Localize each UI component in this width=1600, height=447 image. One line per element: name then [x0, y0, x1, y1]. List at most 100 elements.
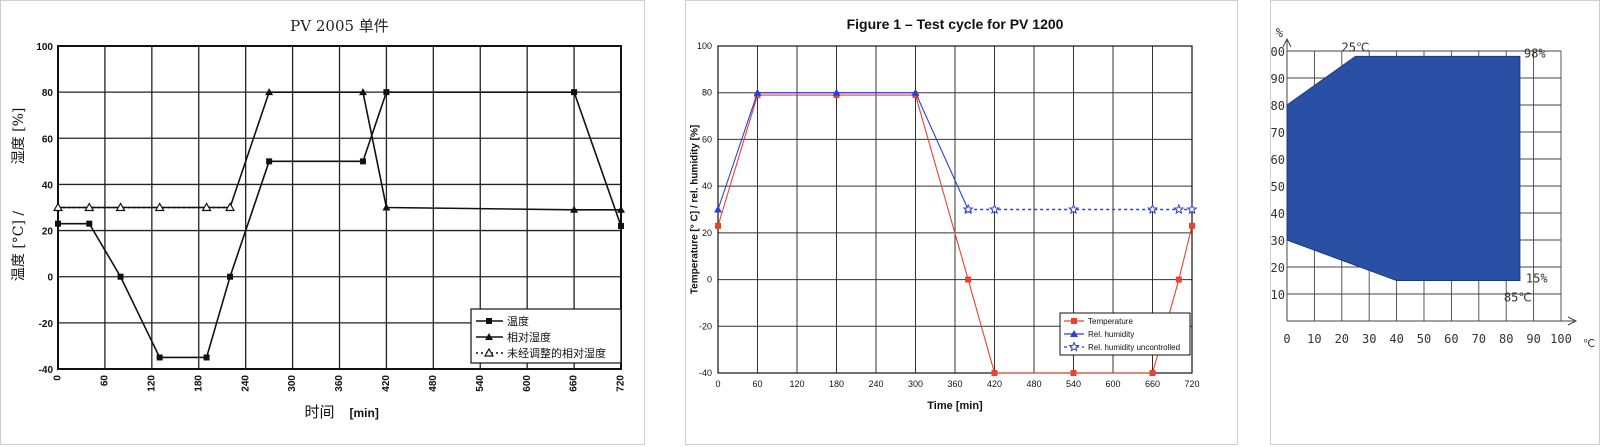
data-point-2 [115, 202, 126, 212]
x-tick-label: 20 [1335, 332, 1349, 346]
y-tick-label: 0 [707, 275, 712, 285]
chart-climate-envelope: 0 10 20 30 40 50 60 70 80 90 100 10 20 30 40 50 60 70 80 90… [1271, 26, 1595, 350]
y-tick-label: 80 [42, 88, 54, 99]
x-axis-arrow [1567, 316, 1578, 326]
data-point-0 [1070, 370, 1077, 376]
x-tick-label: 120 [146, 375, 157, 392]
legend-swatch-marker [486, 318, 492, 324]
y-axis-label: % [1276, 26, 1284, 40]
data-point-0 [266, 158, 273, 165]
legend-label: Rel. humidity uncontrolled [1088, 343, 1180, 352]
y-tick-label: 100 [36, 42, 53, 53]
data-point-2 [1186, 203, 1198, 215]
legend-box [470, 308, 622, 364]
x-tick-label: 90 [1526, 332, 1540, 346]
series-line-1 [717, 92, 969, 210]
y-axis-label-top: 湿度 [%] [11, 108, 27, 165]
x-tick-label: 80 [1499, 332, 1513, 346]
data-point-0 [618, 222, 624, 229]
x-tick-label: 60 [100, 375, 111, 387]
data-point-0 [1189, 222, 1195, 229]
y-tick-label: 60 [702, 134, 712, 144]
data-point-0 [715, 222, 721, 229]
x-axis-unit: [min] [350, 406, 379, 420]
y-tick-label: 10 [1271, 288, 1285, 302]
x-tick-label: 420 [381, 375, 392, 392]
data-point-1 [832, 88, 841, 96]
x-tick-label: 60 [1444, 332, 1458, 346]
data-point-1 [382, 203, 391, 211]
y-tick-label: 100 [697, 41, 712, 51]
y-tick-label: -20 [699, 321, 712, 331]
data-point-0 [383, 89, 390, 96]
x-tick-label: 540 [1066, 379, 1081, 389]
x-axis-label: 时间 [304, 403, 334, 421]
legend-label: 温度 [507, 314, 529, 328]
annotation-15pct: 15% [1526, 272, 1548, 286]
data-point-0 [571, 89, 578, 96]
x-tick-label: 720 [616, 375, 627, 392]
data-point-1 [617, 205, 625, 213]
y-tick-label: 20 [1271, 261, 1285, 275]
y-axis-label: Temperature [° C] / rel. humidity [%] [689, 125, 700, 294]
data-point-1 [714, 205, 722, 213]
legend-label: 未经调整的相对湿度 [507, 346, 606, 360]
y-tick-label: 30 [1271, 234, 1285, 248]
climate-region [1286, 55, 1521, 281]
data-point-0 [991, 370, 998, 376]
y-tick-label: 40 [702, 181, 712, 191]
legend-label: 相对湿度 [507, 330, 551, 344]
x-tick-label: 660 [569, 375, 580, 392]
x-tick-label: 0 [53, 375, 64, 381]
data-point-2 [154, 202, 165, 212]
data-point-2 [84, 202, 95, 212]
x-tick-label: 720 [1184, 379, 1199, 389]
x-tick-label: 360 [334, 375, 345, 392]
x-tick-label: 240 [868, 379, 883, 389]
data-point-2 [201, 202, 212, 212]
data-point-1 [265, 88, 274, 96]
data-point-2 [1067, 203, 1080, 215]
y-tick-label: 40 [1271, 207, 1285, 221]
x-tick-label: 600 [522, 375, 533, 392]
x-tick-label: 0 [1283, 332, 1290, 346]
chart-title: PV 2005 单件 [290, 17, 389, 35]
x-tick-label: 180 [829, 379, 844, 389]
x-tick-label: 660 [1145, 379, 1160, 389]
legend-swatch-marker [1071, 318, 1077, 324]
data-point-0 [156, 354, 163, 361]
y-tick-label: -40 [699, 368, 712, 378]
annotation-85c: 85℃ [1504, 291, 1532, 305]
annotation-25c: 25℃ [1342, 40, 1370, 54]
chart-climate-panel: 0 10 20 30 40 50 60 70 80 90 100 10 20 30 40 50 60 70 80 90… [1270, 0, 1600, 445]
y-tick-label: 60 [42, 134, 54, 145]
legend-label: Temperature [1088, 317, 1133, 326]
x-tick-label: 40 [1389, 332, 1403, 346]
y-axis-arrow [1282, 37, 1292, 48]
data-point-2 [1146, 203, 1159, 215]
chart-title: Figure 1 – Test cycle for PV 1200 [847, 16, 1064, 32]
data-point-0 [55, 220, 61, 227]
x-tick-label: 480 [1026, 379, 1041, 389]
y-tick-label: 50 [1271, 180, 1285, 194]
x-tick-label: 50 [1417, 332, 1431, 346]
x-axis-label: Time [min] [927, 400, 983, 412]
chart-pv1200: Figure 1 – Test cycle for PV 1200 0 60 120 1… [689, 16, 1199, 412]
data-point-1 [570, 205, 579, 213]
legend-swatch-marker [1068, 341, 1080, 352]
data-point-2 [224, 202, 236, 212]
data-point-2 [1173, 203, 1185, 215]
x-tick-label: 240 [240, 375, 251, 392]
y-tick-label: -40 [39, 365, 54, 376]
y-tick-label: 80 [1271, 99, 1285, 113]
data-point-0 [1175, 276, 1182, 283]
data-point-0 [86, 220, 93, 227]
data-point-0 [1149, 370, 1156, 376]
chart-pv2005: PV 2005 单件0 60 120 180 240 300 360 420 480 540 600… [11, 17, 627, 421]
x-tick-label: 0 [715, 379, 720, 389]
x-tick-label: 540 [475, 375, 486, 392]
x-tick-label: 180 [193, 375, 204, 392]
x-tick-label: 420 [987, 379, 1002, 389]
data-point-2 [962, 203, 974, 215]
data-point-1 [911, 88, 920, 96]
